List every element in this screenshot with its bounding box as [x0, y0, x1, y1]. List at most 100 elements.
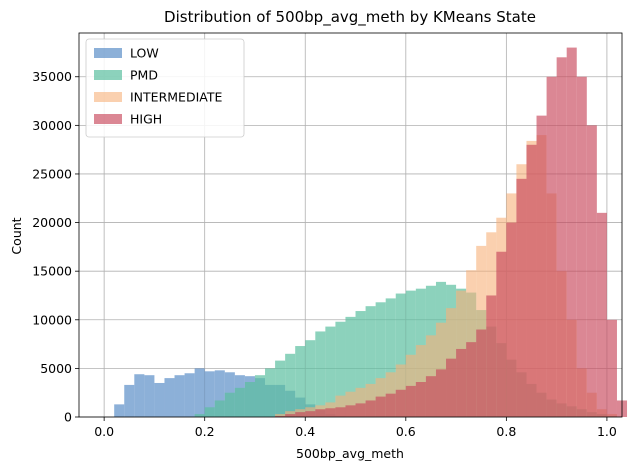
- series-high: [275, 47, 628, 418]
- x-axis: 0.0 0.2 0.4 0.6 0.8 1.0: [94, 417, 617, 439]
- plot-frame: [78, 32, 623, 418]
- histogram-bar: [214, 400, 225, 417]
- y-tick-label: 25000: [32, 166, 72, 181]
- histogram-bar: [114, 404, 125, 417]
- histogram-bar: [224, 392, 235, 417]
- legend: LOW PMD INTERMEDIATE HIGH: [85, 38, 245, 138]
- histogram-bar: [124, 384, 135, 417]
- histogram-bar: [134, 374, 145, 417]
- legend-swatch: [94, 48, 122, 58]
- histogram-bar: [476, 329, 487, 417]
- histogram-bar: [586, 125, 597, 417]
- y-axis-label: Count: [9, 217, 24, 254]
- histogram-bars: [114, 47, 628, 418]
- y-tick-label: 10000: [32, 312, 72, 327]
- histogram-bar: [204, 371, 215, 417]
- histogram-bar: [435, 369, 447, 417]
- histogram-bar: [566, 47, 577, 418]
- histogram-bar: [375, 302, 386, 417]
- x-tick-label: 1.0: [597, 424, 617, 439]
- histogram-bar: [295, 346, 306, 417]
- y-tick-label: 0: [64, 410, 72, 425]
- histogram-bar: [174, 375, 185, 417]
- histogram-bar: [405, 290, 416, 417]
- histogram-bar: [305, 411, 316, 417]
- histogram-bar: [546, 76, 557, 418]
- histogram-bar: [275, 360, 286, 417]
- histogram-bar: [606, 319, 617, 417]
- histogram-bar: [325, 326, 336, 417]
- histogram-bar: [335, 321, 346, 417]
- histogram-bar: [275, 414, 286, 417]
- histogram-bar: [154, 382, 165, 417]
- histogram-bar: [516, 178, 527, 417]
- legend-label: PMD: [130, 68, 158, 83]
- histogram-bar: [365, 400, 376, 417]
- histogram-bar: [184, 373, 195, 417]
- histogram-bar: [345, 391, 356, 417]
- histogram-bar: [285, 353, 296, 417]
- legend-swatch: [94, 92, 122, 102]
- histogram-bar: [466, 342, 477, 417]
- histogram-bar: [506, 222, 517, 417]
- y-tick-label: 35000: [32, 69, 72, 84]
- histogram-bar: [325, 408, 336, 417]
- histogram-bar: [425, 376, 436, 417]
- histogram-bar: [335, 407, 346, 417]
- x-tick-label: 0.2: [195, 424, 215, 439]
- x-tick-label: 0.8: [496, 424, 516, 439]
- x-tick-label: 0.4: [295, 424, 315, 439]
- histogram-bar: [275, 416, 286, 417]
- chart-title: Distribution of 500bp_avg_meth by KMeans…: [164, 8, 536, 27]
- legend-label: LOW: [130, 46, 159, 61]
- histogram-bar: [315, 331, 326, 417]
- histogram-bar: [335, 395, 346, 417]
- legend-box: [85, 38, 245, 138]
- histogram-bar: [415, 382, 426, 417]
- x-tick-label: 0.6: [396, 424, 416, 439]
- histogram-bar: [596, 212, 607, 417]
- histogram-bar: [285, 414, 296, 417]
- histogram-bar: [536, 115, 547, 418]
- histogram-bar: [365, 306, 376, 417]
- histogram-bar: [556, 57, 567, 417]
- legend-swatch: [94, 70, 122, 80]
- legend-swatch: [94, 114, 122, 124]
- y-tick-label: 15000: [32, 264, 72, 279]
- histogram-bar: [345, 316, 356, 417]
- histogram-bar: [295, 412, 306, 417]
- histogram-bar: [254, 375, 266, 417]
- histogram-bar: [305, 340, 316, 417]
- histogram-bar: [244, 382, 255, 417]
- histogram-bar: [576, 76, 587, 418]
- histogram-bar: [345, 405, 356, 417]
- histogram-bar: [456, 348, 467, 417]
- y-tick-label: 5000: [40, 361, 72, 376]
- histogram-bar: [486, 295, 497, 417]
- histogram-bar: [405, 385, 416, 417]
- histogram-bar: [194, 368, 205, 417]
- y-tick-label: 30000: [32, 118, 72, 133]
- y-axis: 0 5000 10000 15000 20000 25000 30000 35000: [32, 69, 79, 425]
- histogram-bar: [355, 387, 366, 417]
- histogram-bar: [214, 370, 225, 417]
- histogram-bar: [204, 407, 215, 417]
- histogram-bar: [234, 387, 245, 417]
- histogram-bar: [395, 293, 406, 417]
- histogram-bar: [526, 144, 537, 417]
- histogram-bar: [446, 358, 457, 417]
- histogram-bar: [415, 345, 426, 417]
- histogram-bar: [315, 409, 326, 417]
- legend-label: INTERMEDIATE: [130, 90, 222, 105]
- legend-label: HIGH: [130, 112, 162, 127]
- y-tick-label: 20000: [32, 215, 72, 230]
- histogram-bar: [265, 368, 276, 417]
- histogram-bar: [385, 393, 396, 417]
- histogram-bar: [355, 403, 366, 417]
- histogram-bar: [194, 414, 205, 417]
- x-tick-label: 0.0: [94, 424, 114, 439]
- histogram-bar: [144, 375, 155, 417]
- histogram-bar: [355, 311, 366, 417]
- histogram-bar: [496, 251, 507, 417]
